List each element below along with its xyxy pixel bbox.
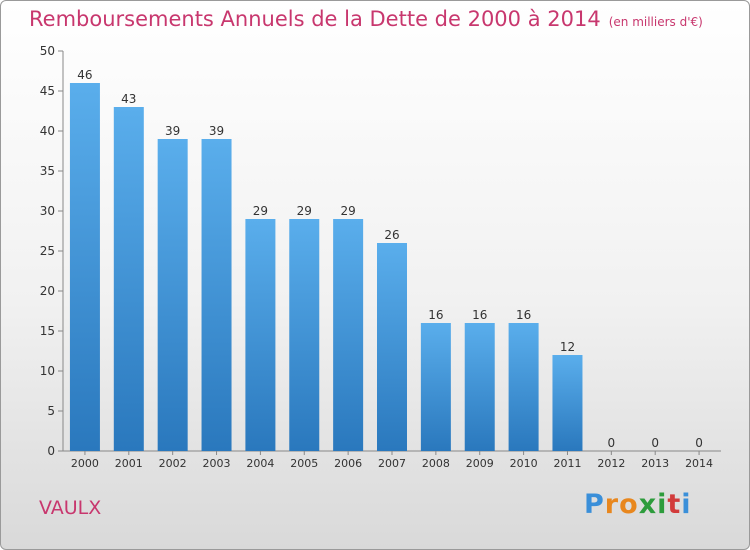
x-tick-label: 2007	[378, 457, 406, 470]
bar	[69, 83, 100, 451]
bar	[289, 219, 320, 451]
data-label: 16	[428, 308, 443, 322]
y-tick-label: 25	[40, 244, 55, 258]
logo-letter: i	[657, 489, 668, 520]
x-tick-label: 2011	[553, 457, 581, 470]
y-tick-label: 0	[47, 444, 55, 458]
x-tick-label: 2014	[685, 457, 713, 470]
y-tick-label: 50	[40, 44, 55, 58]
data-label: 29	[297, 204, 312, 218]
x-tick-label: 2004	[246, 457, 274, 470]
data-label: 16	[516, 308, 531, 322]
bar	[157, 139, 188, 451]
bar	[420, 323, 451, 451]
x-tick-label: 2005	[290, 457, 318, 470]
x-tick-label: 2013	[641, 457, 669, 470]
bar	[508, 323, 539, 451]
data-label: 16	[472, 308, 487, 322]
data-label: 29	[253, 204, 268, 218]
logo-letter: x	[638, 489, 658, 520]
data-label: 26	[384, 228, 399, 242]
y-tick-label: 20	[40, 284, 55, 298]
logo-letter: t	[667, 489, 682, 520]
data-label: 39	[165, 124, 180, 138]
x-tick-label: 2001	[115, 457, 143, 470]
y-tick-label: 40	[40, 124, 55, 138]
data-label: 29	[340, 204, 355, 218]
y-tick-label: 45	[40, 84, 55, 98]
data-label: 39	[209, 124, 224, 138]
bar	[113, 107, 144, 451]
data-label: 12	[560, 340, 575, 354]
data-label: 46	[77, 68, 92, 82]
bar	[464, 323, 495, 451]
bar	[552, 355, 583, 451]
x-tick-label: 2003	[203, 457, 231, 470]
commune-name: VAULX	[39, 497, 102, 519]
x-tick-label: 2002	[159, 457, 187, 470]
proxiti-logo: Proxiti	[584, 489, 692, 520]
bar	[201, 139, 232, 451]
x-tick-label: 2009	[466, 457, 494, 470]
bar	[245, 219, 276, 451]
y-tick-label: 5	[47, 404, 55, 418]
y-tick-label: 10	[40, 364, 55, 378]
x-tick-label: 2012	[597, 457, 625, 470]
logo-letter: o	[619, 489, 639, 520]
bar	[333, 219, 364, 451]
y-tick-label: 30	[40, 204, 55, 218]
chart-title: Remboursements Annuels de la Dette de 20…	[29, 7, 703, 31]
chart-title-text: Remboursements Annuels de la Dette de 20…	[29, 7, 601, 31]
x-tick-label: 2008	[422, 457, 450, 470]
x-tick-label: 2010	[510, 457, 538, 470]
data-label: 0	[608, 436, 616, 450]
y-tick-label: 35	[40, 164, 55, 178]
logo-letter: r	[604, 489, 620, 520]
y-tick-label: 15	[40, 324, 55, 338]
logo-letter: i	[681, 489, 692, 520]
logo-letter: P	[584, 489, 605, 520]
chart-subtitle: (en milliers d'€)	[608, 15, 703, 29]
data-label: 0	[651, 436, 659, 450]
bar	[377, 243, 407, 451]
x-tick-label: 2006	[334, 457, 362, 470]
x-tick-label: 2000	[71, 457, 99, 470]
data-label: 43	[121, 92, 136, 106]
data-label: 0	[695, 436, 703, 450]
